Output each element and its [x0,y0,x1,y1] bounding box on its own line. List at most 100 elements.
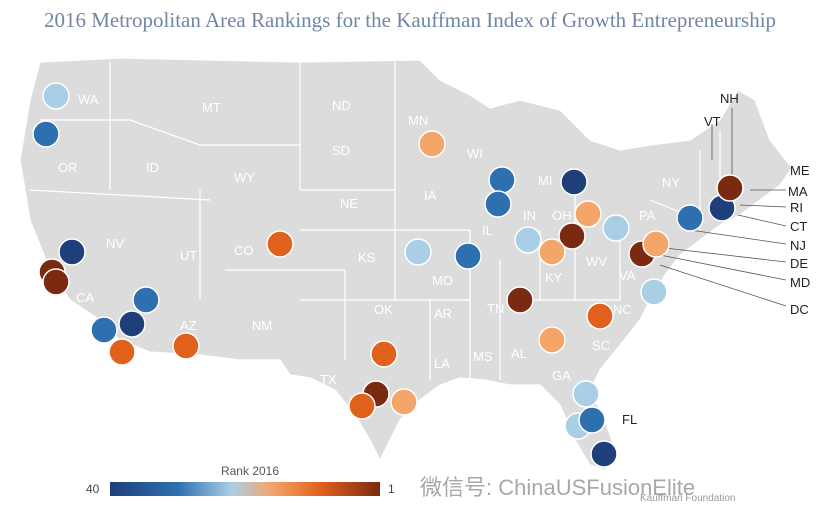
state-labels: WA OR CA NV ID MT WY UT AZ CO NM ND SD NE KS OK TX MN IA MO… [58,91,810,427]
state-label-al: AL [511,346,527,361]
state-label-wy: WY [234,170,255,185]
state-label-mn: MN [408,113,428,128]
state-label-az: AZ [180,318,197,333]
state-label-dc: DC [790,302,809,317]
state-label-ia: IA [424,188,437,203]
leader-lines [659,108,787,307]
metro-marker [590,440,618,468]
state-label-ct: CT [790,219,807,234]
state-label-nd: ND [332,98,351,113]
leader-line [689,229,787,245]
metro-marker [716,174,744,202]
metro-marker [514,226,542,254]
state-label-il: IL [482,223,493,238]
state-label-ar: AR [434,306,452,321]
metro-marker [642,230,670,258]
metro-marker [108,338,136,366]
credit-text: Kauffman Foundation [640,493,736,504]
metro-marker [58,238,86,266]
state-label-vt: VT [704,114,721,129]
legend-title: Rank 2016 [220,464,280,478]
metro-marker [418,130,446,158]
state-label-nj: NJ [790,238,806,253]
metro-marker [90,316,118,344]
state-label-pa: PA [639,208,656,223]
state-label-md: MD [790,275,810,290]
state-label-mi: MI [538,173,552,188]
state-label-tx: TX [320,372,337,387]
metro-marker [602,214,630,242]
state-label-in: IN [523,208,536,223]
metro-marker [172,332,200,360]
watermark-text: 微信号: ChinaUSFusionElite [420,475,696,500]
state-label-ny: NY [662,175,680,190]
leader-line [739,204,787,208]
metro-marker [560,168,588,196]
state-label-la: LA [434,356,450,371]
metro-marker [574,200,602,228]
map-title: 2016 Metropolitan Area Rankings for the … [43,8,777,32]
state-label-ky: KY [545,270,563,285]
state-label-ma: MA [788,184,808,199]
state-label-ne: NE [340,196,358,211]
state-label-ri: RI [790,200,803,215]
metro-marker [506,286,534,314]
state-label-sc: SC [592,338,610,353]
state-label-wa: WA [78,92,99,107]
metro-marker [32,120,60,148]
state-label-or: OR [58,160,78,175]
metro-marker [390,388,418,416]
metro-marker [454,242,482,270]
metro-marker [586,302,614,330]
state-label-nm: NM [252,318,272,333]
state-label-ok: OK [374,302,393,317]
metro-marker [572,380,600,408]
state-label-wi: WI [467,146,483,161]
state-label-id: ID [146,160,159,175]
state-label-ks: KS [358,250,376,265]
state-label-oh: OH [552,208,572,223]
metro-marker [348,392,376,420]
metro-marker [404,238,432,266]
state-label-fl: FL [622,412,637,427]
state-label-tn: TN [487,301,504,316]
metro-marker [484,190,512,218]
metro-marker [266,230,294,258]
state-label-nh: NH [720,91,739,106]
metro-marker [676,204,704,232]
us-land [19,57,793,471]
metro-marker [42,268,70,296]
state-label-nc: NC [613,302,632,317]
state-label-va: VA [619,268,636,283]
metro-marker [558,222,586,250]
metro-marker [132,286,160,314]
state-label-ga: GA [552,368,571,383]
state-label-ca: CA [76,290,94,305]
leader-line [659,264,787,307]
legend-max-label: 1 [388,482,395,496]
legend-min-label: 40 [86,482,100,496]
metro-marker [640,278,668,306]
metro-marker [370,340,398,368]
metro-marker [488,166,516,194]
state-label-mo: MO [432,273,453,288]
metro-marker [578,406,606,434]
state-label-mt: MT [202,100,221,115]
state-label-de: DE [790,256,808,271]
metro-marker [538,238,566,266]
metro-marker [118,310,146,338]
metro-marker [538,326,566,354]
state-label-co: CO [234,243,254,258]
metro-marker [42,82,70,110]
leader-line [664,247,787,263]
legend-color-bar [110,482,380,496]
state-label-ut: UT [180,248,197,263]
metro-markers [32,82,744,468]
state-borders [29,62,721,380]
state-label-wv: WV [586,254,607,269]
state-label-ms: MS [473,349,493,364]
state-label-nv: NV [106,236,124,251]
state-label-sd: SD [332,143,350,158]
leader-line [659,254,787,281]
